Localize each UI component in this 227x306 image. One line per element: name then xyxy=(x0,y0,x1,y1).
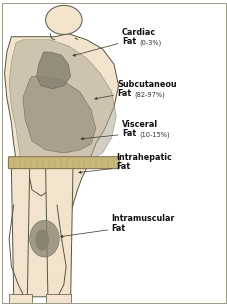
Text: Fat: Fat xyxy=(121,129,136,138)
Text: Subcutaneou: Subcutaneou xyxy=(117,80,176,89)
Ellipse shape xyxy=(30,220,59,257)
Polygon shape xyxy=(5,34,118,297)
Text: Visceral: Visceral xyxy=(121,120,157,129)
Text: Fat: Fat xyxy=(121,37,136,46)
Polygon shape xyxy=(45,168,73,297)
Text: Intrahepatic: Intrahepatic xyxy=(116,153,171,162)
Bar xyxy=(9,294,32,303)
Text: Fat: Fat xyxy=(111,224,125,233)
Text: Fat: Fat xyxy=(117,89,131,98)
Text: (82-97%): (82-97%) xyxy=(134,91,165,98)
Bar xyxy=(45,294,70,303)
Text: (0-3%): (0-3%) xyxy=(138,39,161,46)
Text: Fat: Fat xyxy=(116,162,130,171)
FancyBboxPatch shape xyxy=(8,157,119,169)
Text: Cardiac: Cardiac xyxy=(121,28,155,37)
Polygon shape xyxy=(36,52,70,89)
Text: (10-15%): (10-15%) xyxy=(138,131,169,138)
Polygon shape xyxy=(11,168,30,297)
Ellipse shape xyxy=(35,230,49,251)
Polygon shape xyxy=(9,40,116,165)
Ellipse shape xyxy=(45,5,82,35)
Polygon shape xyxy=(23,76,95,153)
Text: Intramuscular: Intramuscular xyxy=(111,215,175,223)
